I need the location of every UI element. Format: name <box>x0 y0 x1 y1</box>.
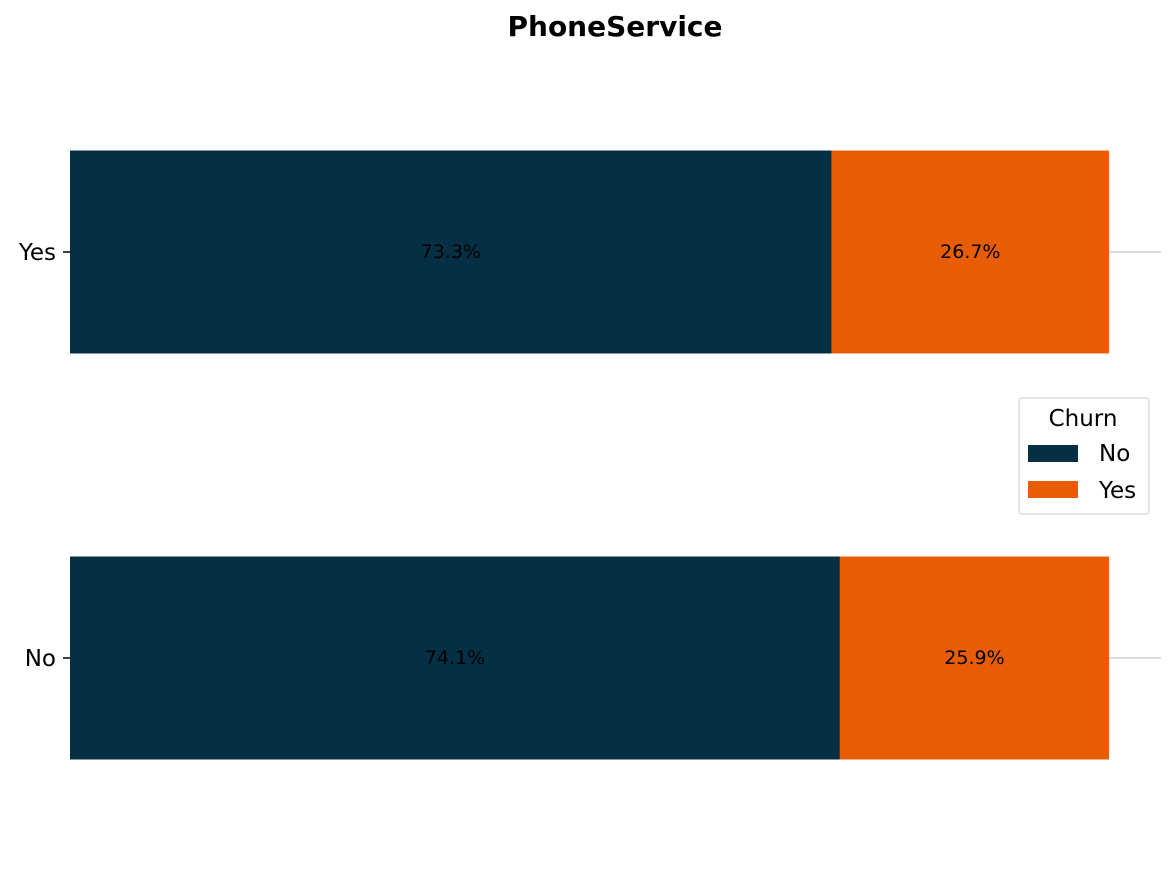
chart-title: PhoneService <box>507 10 722 43</box>
y-tick-label-no: No <box>25 646 56 672</box>
plot-area: No 74.1% 25.9% Yes 73.3% 26.7% <box>18 150 1161 760</box>
y-tick-label-yes: Yes <box>18 240 56 266</box>
legend-label-no: No <box>1099 441 1130 467</box>
bar-no-churn-yes <box>839 556 1109 760</box>
data-label-no-churn-no: 74.1% <box>425 647 485 669</box>
data-label-yes-churn-yes: 26.7% <box>940 241 1000 263</box>
bar-yes-churn-yes <box>831 150 1109 354</box>
data-label-yes-churn-no: 73.3% <box>421 241 481 263</box>
legend-label-yes: Yes <box>1098 478 1136 504</box>
legend-swatch-yes <box>1028 481 1078 498</box>
legend-swatch-no <box>1028 445 1078 462</box>
data-label-no-churn-yes: 25.9% <box>944 647 1004 669</box>
bar-yes-churn-no <box>70 150 832 354</box>
legend-title: Churn <box>1049 406 1118 432</box>
bar-no-churn-no <box>70 556 840 760</box>
legend: Churn No Yes <box>1018 397 1150 515</box>
